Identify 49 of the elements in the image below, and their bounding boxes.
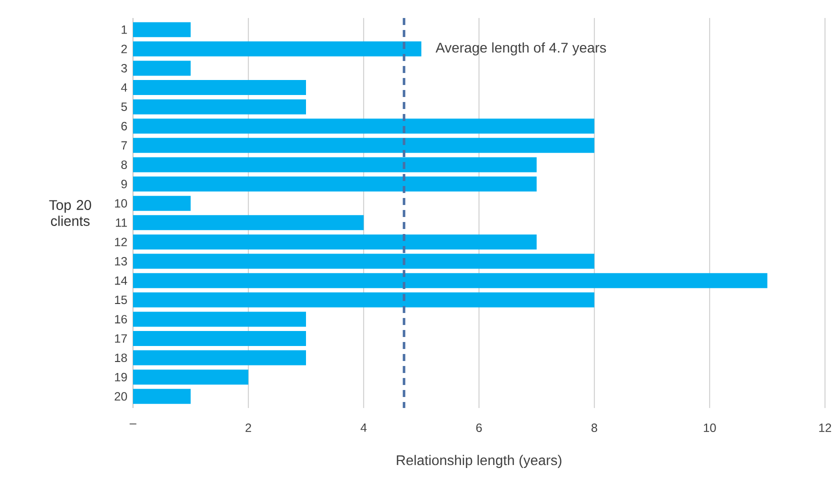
ref-line-label: Average length of 4.7 years	[436, 42, 606, 56]
y-tick-label: 18	[115, 354, 127, 362]
bar	[133, 370, 248, 385]
y-tick-label: 4	[121, 83, 128, 92]
y-tick-label: 2	[121, 44, 127, 54]
x-tick-label: 4	[360, 424, 367, 432]
y-tick-label: 1	[122, 25, 127, 34]
y-axis-title: Top 20 clients	[49, 200, 92, 226]
bar	[133, 60, 191, 76]
y-tick-label: 5	[121, 102, 127, 111]
x-tick-label: 2	[246, 424, 252, 432]
bar	[133, 99, 306, 114]
bar	[133, 234, 537, 250]
bar	[133, 388, 191, 404]
y-tick-label: 8	[121, 160, 127, 169]
x-tick-label: 10	[704, 424, 716, 432]
y-tick-label: 19	[115, 372, 127, 382]
bar	[133, 292, 594, 308]
y-tick-label: 14	[115, 276, 128, 285]
y-tick-label: 15	[115, 296, 127, 304]
bar	[133, 80, 306, 96]
bar	[133, 118, 594, 134]
bar	[133, 196, 191, 211]
x-tick-label: 6	[476, 424, 482, 432]
bar	[133, 273, 768, 288]
x-tick-label: 12	[819, 424, 832, 432]
y-tick-label: 13	[115, 257, 127, 266]
y-tick-label: 10	[115, 199, 128, 208]
bar	[133, 331, 306, 346]
bar	[133, 41, 422, 56]
y-tick-label: 11	[116, 218, 127, 227]
bar	[133, 215, 364, 230]
y-tick-label: 6	[121, 122, 127, 130]
y-tick-label: 3	[121, 64, 127, 72]
x-tick-label: 8	[592, 424, 598, 432]
y-tick-label: 17	[115, 334, 127, 343]
bar	[133, 254, 594, 269]
bar	[133, 22, 191, 38]
y-tick-label: 20	[114, 392, 128, 401]
bar	[133, 176, 537, 192]
bar	[133, 350, 306, 366]
y-tick-label: 16	[115, 314, 127, 324]
x-axis-title: Relationship length (years)	[396, 454, 562, 468]
bar	[133, 138, 594, 153]
bar	[133, 157, 537, 172]
y-tick-label: 9	[121, 180, 127, 188]
y-tick-label: 12	[115, 238, 127, 246]
y-tick-label: 7	[121, 141, 127, 150]
bar	[133, 312, 306, 327]
